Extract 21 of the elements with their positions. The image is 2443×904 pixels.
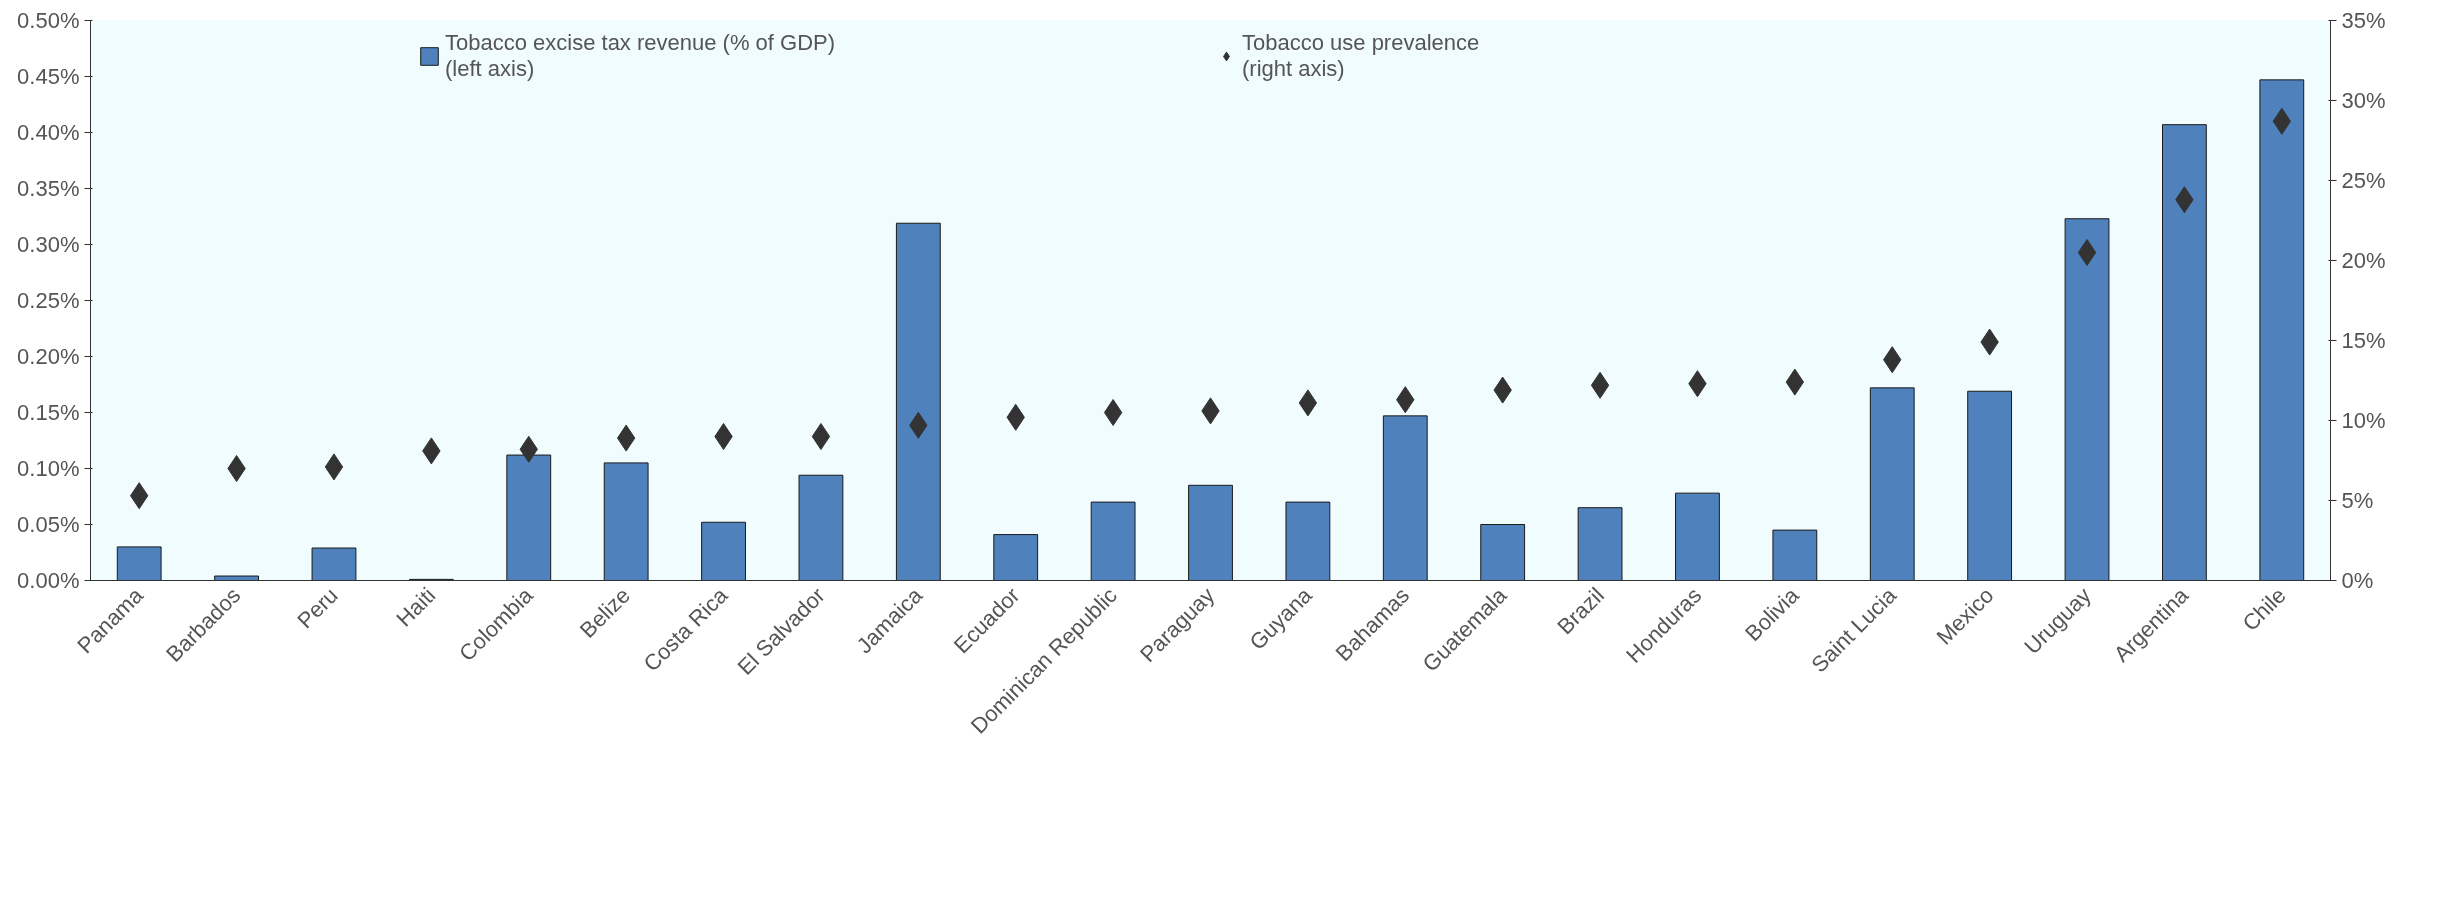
- y2-tick-label: 0%: [2341, 568, 2374, 593]
- y2-tick-label: 10%: [2341, 408, 2386, 433]
- y-tick-label: 0.05%: [17, 512, 80, 537]
- y-tick-label: 0.50%: [17, 8, 80, 33]
- legend-label: Tobacco excise tax revenue (% of GDP) (left axis): [445, 30, 837, 82]
- y-tick-label: 0.10%: [17, 456, 80, 481]
- y2-tick-label: 35%: [2341, 8, 2386, 33]
- y-tick-label: 0.15%: [17, 400, 80, 425]
- y2-tick-label: 15%: [2341, 328, 2386, 353]
- y-tick-label: 0.00%: [17, 568, 80, 593]
- y-tick-label: 0.30%: [17, 232, 80, 257]
- legend-label: Tobacco use prevalence (right axis): [1242, 30, 1481, 82]
- y2-tick-label: 20%: [2341, 248, 2386, 273]
- y-tick-label: 0.45%: [17, 64, 80, 89]
- y-tick-label: 0.25%: [17, 288, 80, 313]
- y-tick-label: 0.35%: [17, 176, 80, 201]
- y-tick-label: 0.20%: [17, 344, 80, 369]
- y-tick-label: 0.40%: [17, 120, 80, 145]
- y2-tick-label: 25%: [2341, 168, 2386, 193]
- y2-tick-label: 30%: [2341, 88, 2386, 113]
- y2-tick-label: 5%: [2341, 488, 2374, 513]
